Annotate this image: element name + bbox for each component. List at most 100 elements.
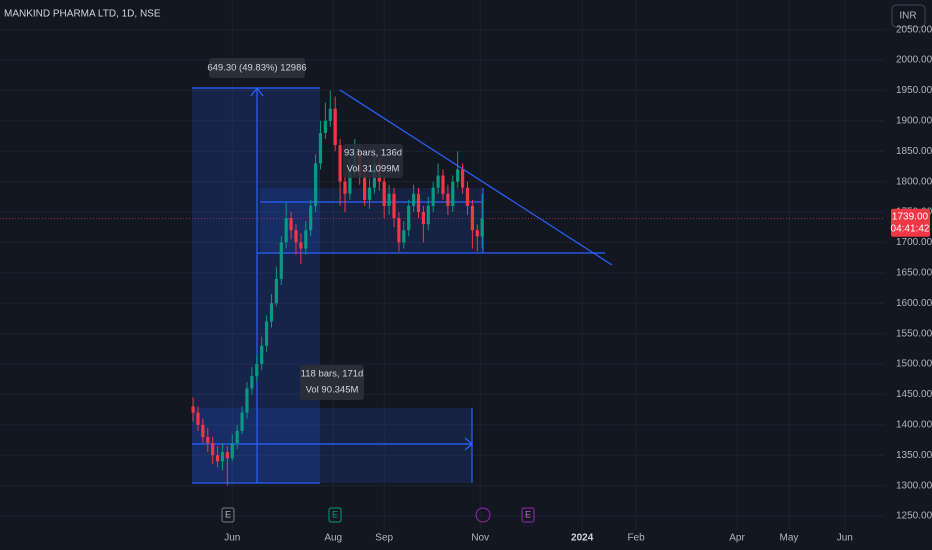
candle-body <box>235 430 239 444</box>
y-tick-label: 2050.00 <box>896 24 932 35</box>
candle-body <box>299 242 303 249</box>
chart-title: MANKIND PHARMA LTD, 1D, NSE <box>4 9 161 20</box>
candle-body <box>343 181 347 194</box>
x-tick-label: Nov <box>471 533 489 544</box>
candle-body <box>269 303 274 322</box>
candle-body <box>328 108 332 121</box>
price-tag <box>891 208 930 237</box>
candle-body <box>304 230 308 249</box>
y-tick-label: 1600.00 <box>896 298 932 309</box>
vol-label: Vol 90.345M <box>306 385 359 396</box>
candle-body <box>348 169 352 194</box>
y-tick-label: 1350.00 <box>896 450 932 461</box>
candle-body <box>382 181 386 206</box>
x-tick-label: Apr <box>729 533 745 544</box>
y-tick-label: 1800.00 <box>896 176 932 187</box>
x-tick-label: 2024 <box>571 533 594 544</box>
candle-body <box>215 455 220 462</box>
candle-body <box>264 321 269 346</box>
event[interactable]: E <box>225 509 231 519</box>
x-tick-label: Aug <box>324 533 342 544</box>
y-tick-label: 1950.00 <box>896 85 932 96</box>
y-tick-label: 1300.00 <box>896 480 932 491</box>
candle-body <box>250 376 254 389</box>
candle-body <box>421 212 425 225</box>
x-tick-label: May <box>780 533 799 544</box>
event-icon[interactable] <box>221 507 235 523</box>
candle-body <box>436 175 440 188</box>
grid <box>0 0 885 530</box>
candle-body <box>446 193 450 206</box>
candle-body <box>274 278 278 304</box>
label-box <box>343 144 403 178</box>
bars-label: 93 bars, 136d <box>344 148 402 159</box>
candle-body <box>392 193 396 219</box>
candle-body <box>460 169 465 188</box>
candle-body <box>480 218 484 237</box>
y-tick-label: 1450.00 <box>896 389 932 400</box>
candle-body <box>465 187 470 206</box>
trend-line <box>339 89 613 266</box>
candle-body <box>225 452 229 459</box>
candle-body <box>362 175 367 200</box>
candle-body <box>318 132 323 164</box>
y-tick-label: 1850.00 <box>896 146 932 157</box>
candle-body <box>191 406 195 413</box>
label-box <box>300 365 364 400</box>
event[interactable]: E <box>525 509 531 519</box>
arrow-head <box>250 87 264 97</box>
event-icon[interactable] <box>521 507 535 523</box>
y-tick-label: 1650.00 <box>896 267 932 278</box>
candle-body <box>407 205 411 231</box>
y-tick-label: 1550.00 <box>896 328 932 339</box>
candle-body <box>309 205 313 231</box>
candle-body <box>196 412 200 425</box>
y-tick-label: 1700.00 <box>896 237 932 248</box>
y-tick-label: 1250.00 <box>896 511 932 522</box>
bars-label: 118 bars, 171d <box>301 369 364 380</box>
candle-body <box>431 187 435 206</box>
candle-body <box>260 345 264 365</box>
candle-body <box>245 388 249 413</box>
candle-body <box>411 193 416 206</box>
currency[interactable]: INR <box>899 11 916 22</box>
drawings <box>192 87 613 484</box>
candle-body <box>201 424 205 437</box>
candle-body <box>475 230 479 237</box>
y-tick-label: 1400.00 <box>896 419 932 430</box>
countdown: 04:41:42 <box>891 223 930 234</box>
y-tick-label: 2000.00 <box>896 55 932 66</box>
candle-body <box>230 443 234 459</box>
x-tick-label: Sep <box>375 533 393 544</box>
candle-body <box>211 443 215 456</box>
candle-body <box>416 193 421 213</box>
candle-body <box>313 163 318 206</box>
currency-button[interactable] <box>891 4 926 28</box>
candle-body <box>294 230 298 243</box>
x-tick-label: Jun <box>837 533 853 544</box>
candle-body <box>279 242 283 279</box>
candle-body <box>206 436 210 444</box>
candle-body <box>470 205 474 231</box>
candle-body <box>255 364 259 377</box>
candle-body <box>441 175 445 194</box>
last-price-label: 1739.00 <box>892 211 929 222</box>
candle-body <box>289 218 293 231</box>
candle-body <box>456 169 460 182</box>
candle-body <box>451 181 455 206</box>
range-box <box>192 408 472 483</box>
x-tick-label: Jun <box>224 533 240 544</box>
candle-body <box>367 187 372 200</box>
candle-body <box>387 193 391 206</box>
split-icon[interactable] <box>475 507 491 523</box>
x-tick-label: Feb <box>627 533 645 544</box>
candle-body <box>333 108 337 146</box>
candle-body <box>338 145 342 182</box>
y-tick-label: 1900.00 <box>896 115 932 126</box>
event[interactable]: E <box>332 509 338 519</box>
candle-body <box>284 218 288 243</box>
candle-body <box>426 205 430 225</box>
event-icon[interactable] <box>328 507 342 523</box>
